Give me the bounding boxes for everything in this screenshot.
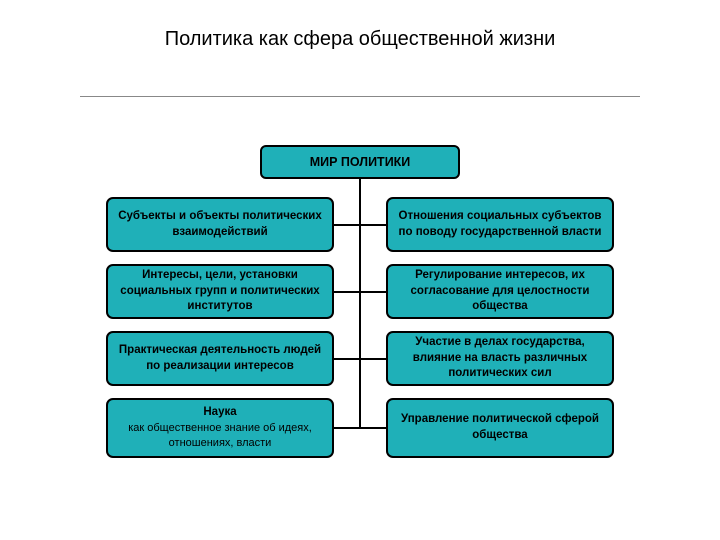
connector-right-1 (360, 291, 386, 293)
node-right-0: Отношения социальных субъектов по поводу… (386, 197, 614, 252)
connector-right-2 (360, 358, 386, 360)
connector-left-0 (334, 224, 360, 226)
diagram-header: МИР ПОЛИТИКИ (260, 145, 460, 179)
title-underline (80, 96, 640, 97)
page-title: Политика как сфера общественной жизни (0, 28, 720, 51)
connector-left-3 (334, 427, 360, 429)
node-right-1: Регулирование интересов, их согласование… (386, 264, 614, 319)
node-left-2-main: Практическая деятельность людей по реали… (116, 343, 324, 374)
central-stem (359, 179, 361, 429)
node-left-3: Наука как общественное знание об идеях, … (106, 398, 334, 458)
node-left-1-main: Интересы, цели, установки социальных гру… (116, 268, 324, 315)
node-left-0-main: Субъекты и объекты политических взаимоде… (116, 209, 324, 240)
node-right-3: Управление политической сферой общества (386, 398, 614, 458)
node-right-2-main: Участие в делах государства, влияние на … (396, 335, 604, 382)
node-right-3-main: Управление политической сферой общества (396, 412, 604, 443)
node-left-3-main: Наука (203, 405, 236, 421)
connector-right-0 (360, 224, 386, 226)
node-left-3-sub: как общественное знание об идеях, отноше… (116, 421, 324, 451)
node-right-2: Участие в делах государства, влияние на … (386, 331, 614, 386)
connector-left-1 (334, 291, 360, 293)
connector-right-3 (360, 427, 386, 429)
node-right-0-main: Отношения социальных субъектов по поводу… (396, 209, 604, 240)
node-left-0: Субъекты и объекты политических взаимоде… (106, 197, 334, 252)
node-left-1: Интересы, цели, установки социальных гру… (106, 264, 334, 319)
node-right-1-main: Регулирование интересов, их согласование… (396, 268, 604, 315)
diagram-header-label: МИР ПОЛИТИКИ (310, 155, 411, 169)
connector-left-2 (334, 358, 360, 360)
node-left-2: Практическая деятельность людей по реали… (106, 331, 334, 386)
